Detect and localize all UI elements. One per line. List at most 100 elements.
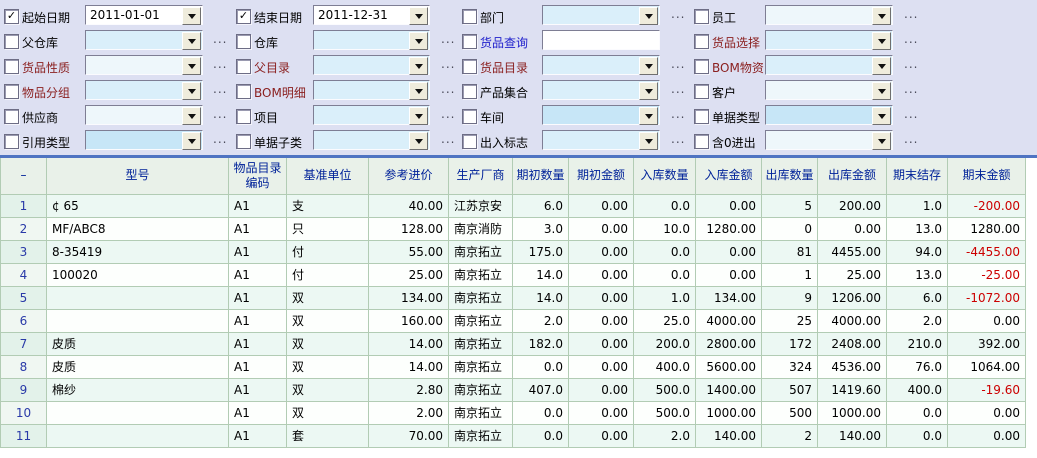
cell-manufacturer[interactable]: 南京消防 [448, 217, 513, 241]
cell-model[interactable]: MF/ABC8 [46, 217, 229, 241]
cell-out-qty[interactable]: 0 [761, 217, 818, 241]
cell-catalog-code[interactable]: A1 [228, 286, 287, 310]
cell-end-balance[interactable]: 2.0 [886, 309, 948, 333]
cell-end-amount[interactable]: 1064.00 [947, 355, 1026, 379]
cell-manufacturer[interactable]: 南京拓立 [448, 424, 513, 448]
bom-detail-checkbox[interactable] [236, 84, 251, 99]
cell-row-number[interactable]: 7 [0, 332, 47, 356]
cell-begin-amount[interactable]: 0.00 [568, 286, 634, 310]
chevron-down-icon[interactable] [409, 7, 428, 25]
cell-catalog-code[interactable]: A1 [228, 355, 287, 379]
cell-end-amount[interactable]: 1280.00 [947, 217, 1026, 241]
workshop-dropdown[interactable] [542, 105, 660, 125]
cell-manufacturer[interactable]: 南京拓立 [448, 378, 513, 402]
cell-in-amount[interactable]: 1400.00 [695, 378, 762, 402]
item-grouping-dropdown[interactable] [85, 80, 203, 100]
chevron-down-icon[interactable] [872, 7, 891, 25]
doc-subtype-checkbox[interactable] [236, 134, 251, 149]
cell-out-amount[interactable]: 140.00 [817, 424, 887, 448]
cell-catalog-code[interactable]: A1 [228, 240, 287, 264]
cell-row-number[interactable]: 5 [0, 286, 47, 310]
cell-begin-amount[interactable]: 0.00 [568, 378, 634, 402]
cell-model[interactable] [46, 401, 229, 425]
workshop-checkbox[interactable] [462, 109, 477, 124]
cell-begin-amount[interactable]: 0.00 [568, 355, 634, 379]
cell-catalog-code[interactable]: A1 [228, 378, 287, 402]
chevron-down-icon[interactable] [409, 82, 428, 100]
chevron-down-icon[interactable] [639, 57, 658, 75]
cell-manufacturer[interactable]: 南京拓立 [448, 263, 513, 287]
cell-out-qty[interactable]: 5 [761, 194, 818, 218]
cell-row-number[interactable]: 1 [0, 194, 47, 218]
cell-base-unit[interactable]: 支 [286, 194, 369, 218]
supplier-checkbox[interactable] [4, 109, 19, 124]
cell-catalog-code[interactable]: A1 [228, 194, 287, 218]
cell-out-amount[interactable]: 25.00 [817, 263, 887, 287]
cell-end-balance[interactable]: 1.0 [886, 194, 948, 218]
cell-base-unit[interactable]: 付 [286, 263, 369, 287]
product-set-dropdown[interactable] [542, 80, 660, 100]
cell-out-amount[interactable]: 2408.00 [817, 332, 887, 356]
department-dropdown[interactable] [542, 5, 660, 25]
cell-catalog-code[interactable]: A1 [228, 309, 287, 333]
cell-ref-price[interactable]: 2.00 [368, 401, 449, 425]
cell-base-unit[interactable]: 双 [286, 332, 369, 356]
cell-out-amount[interactable]: 1000.00 [817, 401, 887, 425]
bom-materials-checkbox[interactable] [694, 59, 709, 74]
reference-type-dropdown[interactable] [85, 130, 203, 150]
cell-begin-qty[interactable]: 182.0 [512, 332, 569, 356]
cell-row-number[interactable]: 4 [0, 263, 47, 287]
parent-catalog-more-button[interactable]: ... [441, 57, 456, 71]
cell-begin-qty[interactable]: 14.0 [512, 263, 569, 287]
project-dropdown[interactable] [313, 105, 430, 125]
reference-type-more-button[interactable]: ... [213, 132, 228, 146]
cell-in-qty[interactable]: 10.0 [633, 217, 696, 241]
cell-begin-amount[interactable]: 0.00 [568, 240, 634, 264]
cell-in-amount[interactable]: 0.00 [695, 194, 762, 218]
cell-manufacturer[interactable]: 南京拓立 [448, 286, 513, 310]
cell-in-amount[interactable]: 0.00 [695, 240, 762, 264]
cell-end-amount[interactable]: -1072.00 [947, 286, 1026, 310]
include-zero-inout-more-button[interactable]: ... [904, 132, 919, 146]
chevron-down-icon[interactable] [182, 7, 201, 25]
cell-ref-price[interactable]: 14.00 [368, 332, 449, 356]
goods-nature-more-button[interactable]: ... [213, 57, 228, 71]
cell-out-amount[interactable]: 0.00 [817, 217, 887, 241]
start-date-checkbox[interactable]: ✓ [4, 9, 19, 24]
project-more-button[interactable]: ... [441, 107, 456, 121]
cell-end-balance[interactable]: 6.0 [886, 286, 948, 310]
cell-catalog-code[interactable]: A1 [228, 424, 287, 448]
cell-in-qty[interactable]: 25.0 [633, 309, 696, 333]
cell-in-qty[interactable]: 200.0 [633, 332, 696, 356]
cell-base-unit[interactable]: 双 [286, 355, 369, 379]
goods-selection-dropdown[interactable] [765, 30, 893, 50]
cell-catalog-code[interactable]: A1 [228, 332, 287, 356]
goods-selection-more-button[interactable]: ... [904, 32, 919, 46]
chevron-down-icon[interactable] [639, 7, 658, 25]
chevron-down-icon[interactable] [639, 132, 658, 150]
cell-in-qty[interactable]: 0.0 [633, 194, 696, 218]
cell-begin-amount[interactable]: 0.00 [568, 194, 634, 218]
cell-model[interactable] [46, 286, 229, 310]
cell-begin-amount[interactable]: 0.00 [568, 263, 634, 287]
cell-base-unit[interactable]: 套 [286, 424, 369, 448]
cell-begin-amount[interactable]: 0.00 [568, 309, 634, 333]
cell-out-qty[interactable]: 324 [761, 355, 818, 379]
cell-row-number[interactable]: 9 [0, 378, 47, 402]
table-row[interactable]: 11 A1 套 70.00 南京拓立 0.0 0.00 2.0 140.00 2 140.00 0.0… [0, 424, 1026, 448]
cell-base-unit[interactable]: 付 [286, 240, 369, 264]
cell-in-amount[interactable]: 140.00 [695, 424, 762, 448]
bom-materials-dropdown[interactable] [765, 55, 893, 75]
cell-base-unit[interactable]: 双 [286, 309, 369, 333]
project-checkbox[interactable] [236, 109, 251, 124]
chevron-down-icon[interactable] [409, 107, 428, 125]
cell-model[interactable]: 皮质 [46, 332, 229, 356]
chevron-down-icon[interactable] [872, 107, 891, 125]
cell-ref-price[interactable]: 70.00 [368, 424, 449, 448]
table-row[interactable]: 9 棉纱 A1 双 2.80 南京拓立 407.0 0.00 500.0 1400.00 507 14… [0, 378, 1026, 402]
table-row[interactable]: 10 A1 双 2.00 南京拓立 0.0 0.00 500.0 1000.00 500 1000.… [0, 401, 1026, 425]
include-zero-inout-checkbox[interactable] [694, 134, 709, 149]
cell-model[interactable]: 皮质 [46, 355, 229, 379]
cell-begin-qty[interactable]: 3.0 [512, 217, 569, 241]
cell-end-amount[interactable]: 392.00 [947, 332, 1026, 356]
